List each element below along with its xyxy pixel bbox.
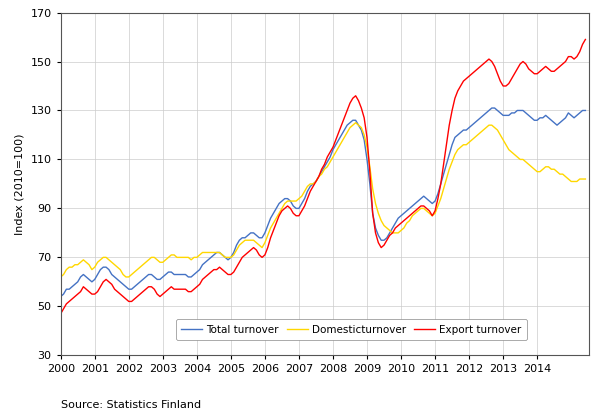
- Line: Domesticturnover: Domesticturnover: [61, 123, 585, 277]
- Domesticturnover: [137, 265, 144, 270]
- Domesticturnover: [352, 120, 359, 125]
- Legend: Total turnover, Domesticturnover, Export turnover: Total turnover, Domesticturnover, Export…: [175, 319, 527, 340]
- Total turnover: [307, 184, 314, 189]
- Domesticturnover: [364, 145, 371, 150]
- Line: Export turnover: Export turnover: [61, 39, 585, 314]
- Domesticturnover: [582, 176, 589, 181]
- Export turnover: [361, 115, 368, 120]
- Domesticturnover: [459, 142, 467, 147]
- Export turnover: [582, 37, 589, 42]
- Total turnover: [383, 235, 390, 240]
- Domesticturnover: [386, 228, 393, 233]
- Domesticturnover: [542, 164, 549, 169]
- Y-axis label: Index (2010=100): Index (2010=100): [15, 133, 25, 234]
- Text: Source: Statistics Finland: Source: Statistics Finland: [61, 400, 201, 410]
- Export turnover: [307, 189, 314, 194]
- Total turnover: [457, 130, 464, 135]
- Total turnover: [582, 108, 589, 113]
- Domesticturnover: [307, 181, 314, 186]
- Export turnover: [383, 238, 390, 243]
- Export turnover: [539, 66, 546, 71]
- Total turnover: [137, 279, 144, 284]
- Total turnover: [57, 294, 64, 299]
- Line: Total turnover: Total turnover: [61, 108, 585, 296]
- Total turnover: [488, 105, 495, 110]
- Export turnover: [137, 292, 144, 297]
- Domesticturnover: [57, 275, 64, 280]
- Total turnover: [361, 138, 368, 143]
- Export turnover: [457, 84, 464, 89]
- Total turnover: [542, 113, 549, 118]
- Export turnover: [57, 311, 64, 316]
